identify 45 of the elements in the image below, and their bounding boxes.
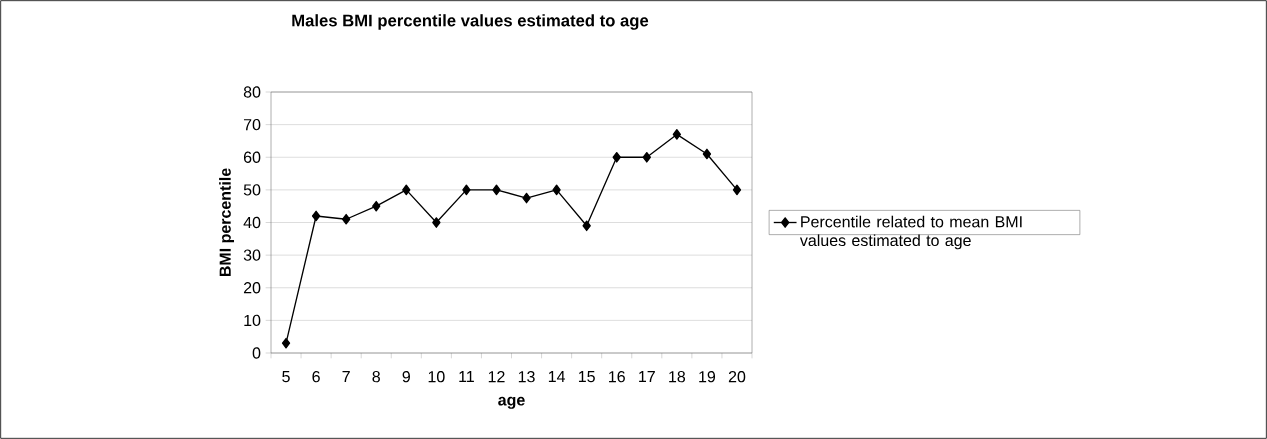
chart-title: Males BMI percentile values estimated to age	[292, 14, 649, 30]
x-tick-label: 19	[699, 371, 716, 383]
point	[732, 184, 742, 196]
x-axis-title: age	[498, 396, 525, 409]
x-tick-label: 7	[342, 371, 350, 383]
x-tick-label: 18	[669, 371, 686, 383]
y-axis-title: BMI percentile	[219, 168, 235, 277]
point	[462, 184, 471, 196]
point	[311, 210, 321, 222]
x-tick-label: 8	[372, 371, 380, 383]
y-tick-label: 70	[243, 118, 261, 131]
point	[522, 192, 531, 204]
x-tick-label: 20	[728, 371, 746, 383]
point	[582, 220, 591, 232]
point	[281, 337, 291, 349]
x-tick-label: 12	[488, 371, 505, 383]
x-tick-label: 6	[312, 371, 320, 383]
x-tick-label: 15	[578, 371, 595, 383]
point	[642, 151, 651, 163]
y-tick-label: 30	[243, 249, 261, 261]
point	[432, 217, 441, 228]
y-tick-label: 80	[243, 86, 261, 98]
x-tick-label: 16	[609, 371, 625, 383]
point	[672, 129, 682, 140]
x-tick-label: 9	[402, 371, 410, 383]
point	[341, 213, 351, 225]
point	[402, 184, 411, 196]
y-tick-label: 60	[243, 151, 261, 163]
x-tick-label: 5	[282, 371, 290, 383]
x-tick-label: 10	[428, 371, 445, 383]
point	[372, 200, 381, 212]
point	[552, 184, 561, 196]
y-tick-label: 40	[243, 216, 261, 229]
x-tick-label: 11	[459, 371, 474, 383]
x-tick-label: 13	[518, 371, 535, 383]
x-tick-label: 14	[548, 371, 566, 383]
legend-label: Percentile related to mean BMI values estimated to age	[799, 215, 1022, 250]
point	[492, 184, 501, 196]
point	[612, 151, 621, 163]
y-tick-label: 0	[252, 347, 261, 359]
y-tick-label: 50	[243, 184, 261, 196]
y-tick-label: 10	[244, 314, 261, 327]
y-tick-label: 20	[243, 282, 261, 294]
x-tick-label: 17	[639, 371, 655, 383]
point	[702, 148, 712, 160]
